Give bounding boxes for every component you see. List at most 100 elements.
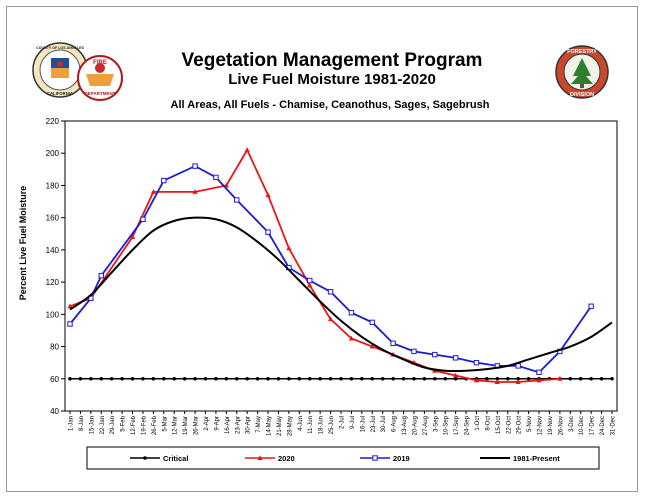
- data-point-critical: [505, 376, 510, 381]
- data-point-critical: [89, 376, 93, 381]
- data-point-critical: [203, 376, 208, 381]
- series-line-2020: [69, 148, 560, 383]
- x-tick-label: 30-Apr: [246, 416, 252, 434]
- x-tick-label: 19-Feb: [141, 415, 147, 435]
- plot-area: [64, 120, 618, 412]
- data-point-2019: [67, 321, 73, 327]
- x-tick-label: 13-Aug: [402, 416, 408, 435]
- page-title: Vegetation Management Program: [182, 50, 483, 71]
- x-tick-label: 18-Jun: [319, 416, 325, 434]
- x-tick-label: 31-Dec: [611, 416, 617, 435]
- x-tick-label: 20-Aug: [412, 416, 418, 435]
- x-tick-label: 8-Jan: [79, 416, 85, 431]
- data-point-critical: [318, 376, 322, 381]
- legend-label-2019: 2019: [393, 454, 410, 463]
- x-tick-label: 9-Apr: [214, 416, 220, 431]
- data-point-critical: [328, 376, 333, 381]
- x-tick-label: 15-Oct: [496, 416, 502, 434]
- data-point-2019: [192, 163, 198, 169]
- y-tick-label: 100: [46, 310, 60, 319]
- data-point-2019: [161, 177, 167, 184]
- x-tick-label: 16-Apr: [225, 416, 231, 434]
- x-tick-label: 28-May: [287, 416, 293, 436]
- data-point-critical: [172, 376, 177, 381]
- data-point-2019: [348, 310, 355, 316]
- x-tick-label: 12-Nov: [538, 416, 544, 435]
- x-tick-label: 30-Jul: [381, 416, 387, 432]
- chart-description: All Areas, All Fuels - Chamise, Ceanothu…: [171, 99, 490, 111]
- data-point-2019: [327, 289, 334, 295]
- data-point-critical: [516, 376, 520, 381]
- data-point-critical: [266, 376, 270, 381]
- x-tick-label: 2-Apr: [204, 416, 210, 431]
- data-point-2019: [473, 359, 480, 366]
- data-point-2020: [244, 147, 250, 152]
- data-point-critical: [234, 376, 239, 381]
- y-tick-label: 80: [50, 343, 59, 352]
- x-tick-label: 24-Sep: [465, 415, 471, 435]
- data-point-2020: [307, 282, 313, 288]
- data-point-critical: [589, 376, 593, 381]
- data-point-2020: [348, 335, 355, 341]
- x-tick-label: 10-Dec: [579, 416, 585, 435]
- data-point-2020: [150, 189, 156, 194]
- legend-marker-2019: [372, 455, 378, 461]
- x-tick-label: 17-Dec: [590, 416, 596, 435]
- data-point-critical: [193, 376, 197, 381]
- x-tick-label: 10-Sep: [444, 415, 450, 435]
- data-point-critical: [599, 376, 604, 381]
- data-point-critical: [297, 376, 302, 381]
- data-point-2020: [494, 379, 500, 384]
- data-point-critical: [68, 376, 72, 381]
- x-tick-label: 26-Mar: [194, 416, 200, 435]
- x-axis: 1-Jan 8-Jan 15-Jan 22-Jan 29-Jan 5-Feb 12-Feb 1…: [69, 411, 617, 436]
- y-tick-label: 120: [46, 278, 60, 287]
- y-axis: 40 60 80 100 120 140 160 180 200 220: [46, 117, 65, 416]
- data-point-critical: [245, 376, 249, 381]
- data-point-critical: [78, 376, 83, 381]
- data-point-2020: [192, 189, 198, 194]
- y-tick-label: 160: [46, 214, 60, 223]
- x-tick-label: 26-Nov: [558, 416, 564, 435]
- legend-item-2020: 2020: [245, 454, 295, 463]
- data-point-critical: [610, 376, 614, 381]
- x-tick-label: 5-Mar: [162, 416, 168, 432]
- data-point-critical: [349, 376, 354, 381]
- fire-department-logo: FIRE DEPARTMENT: [77, 55, 123, 101]
- data-point-critical: [422, 376, 427, 381]
- data-point-critical: [224, 376, 229, 381]
- legend-item-1981-present: 1981-Present: [480, 454, 560, 463]
- data-point-critical: [141, 376, 145, 381]
- x-tick-label: 14-May: [267, 416, 273, 436]
- x-tick-label: 12-Feb: [131, 415, 137, 435]
- series-critical: [68, 376, 614, 381]
- x-tick-label: 15-Jan: [89, 416, 95, 434]
- legend-label-2020: 2020: [278, 454, 295, 463]
- data-point-2019: [98, 272, 104, 279]
- legend-box: [86, 446, 600, 470]
- x-tick-label: 12-Mar: [173, 416, 179, 435]
- data-point-critical: [485, 376, 489, 381]
- data-point-critical: [151, 376, 156, 381]
- data-point-2019: [588, 303, 594, 309]
- data-point-critical: [109, 376, 114, 381]
- x-tick-label: 29-Oct: [517, 416, 523, 434]
- data-point-2019: [452, 355, 459, 361]
- data-point-2020: [453, 372, 459, 378]
- fire-badge-bottom-text: DEPARTMENT: [85, 91, 116, 96]
- x-tick-label: 3-Dec: [569, 416, 575, 432]
- data-point-2020: [67, 303, 73, 309]
- x-tick-label: 9-Jul: [350, 416, 356, 429]
- data-point-critical: [162, 376, 166, 381]
- series-1981-present: [69, 216, 613, 373]
- county-seal-bottom-text: CALIFORNIA: [47, 91, 73, 96]
- y-tick-label: 40: [50, 407, 59, 416]
- series-line-2019: [69, 165, 592, 374]
- x-tick-label: 23-Jul: [371, 416, 377, 432]
- data-point-critical: [214, 376, 218, 381]
- data-point-critical: [370, 376, 375, 381]
- fire-badge-top-text: FIRE: [93, 60, 107, 66]
- data-point-critical: [99, 376, 104, 381]
- x-tick-label: 5-Feb: [121, 415, 127, 431]
- forestry-badge-bottom-text: DIVISION: [570, 92, 594, 98]
